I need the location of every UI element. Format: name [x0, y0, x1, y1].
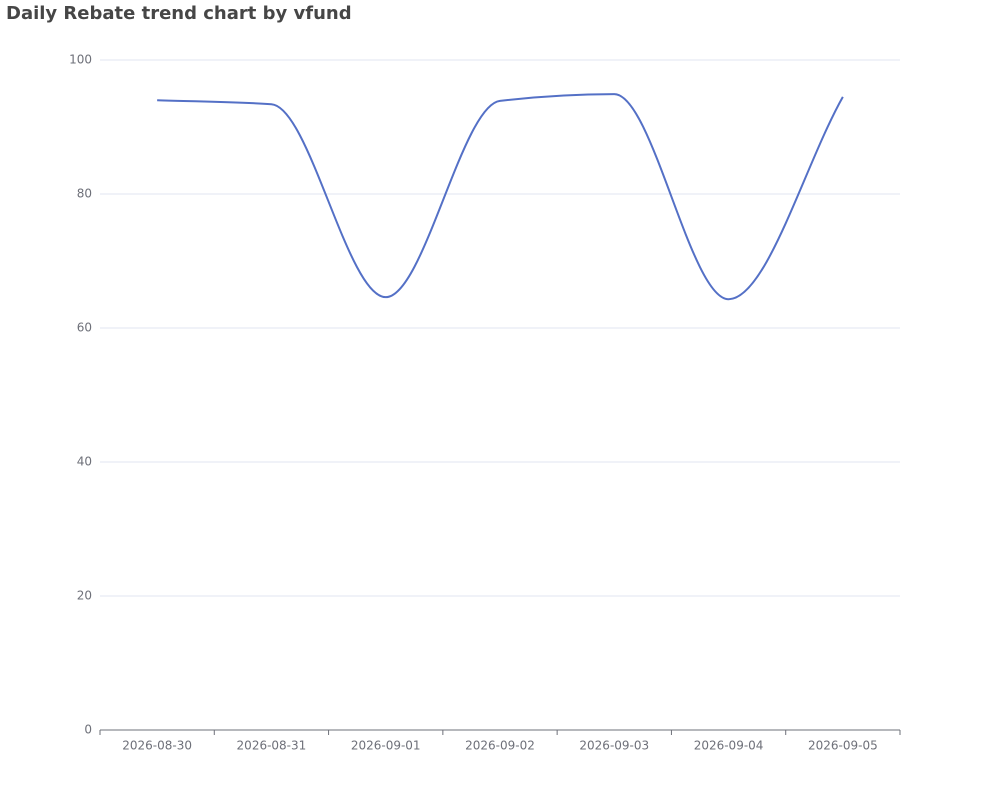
y-tick-label: 0 [84, 723, 92, 737]
y-tick-label: 100 [69, 53, 92, 67]
y-tick-label: 40 [77, 455, 92, 469]
x-tick-label: 2026-09-03 [579, 739, 649, 753]
x-tick-label: 2026-08-31 [237, 739, 307, 753]
y-tick-label: 20 [77, 589, 92, 603]
chart-title: Daily Rebate trend chart by vfund [6, 3, 352, 24]
y-tick-label: 60 [77, 321, 92, 335]
x-tick-label: 2026-09-04 [694, 739, 764, 753]
x-tick-label: 2026-08-30 [122, 739, 192, 753]
x-tick-label: 2026-09-01 [351, 739, 421, 753]
line-series [157, 93, 844, 301]
x-tick-label: 2026-09-05 [808, 739, 878, 753]
x-tick-label: 2026-09-02 [465, 739, 535, 753]
y-tick-label: 80 [77, 187, 92, 201]
